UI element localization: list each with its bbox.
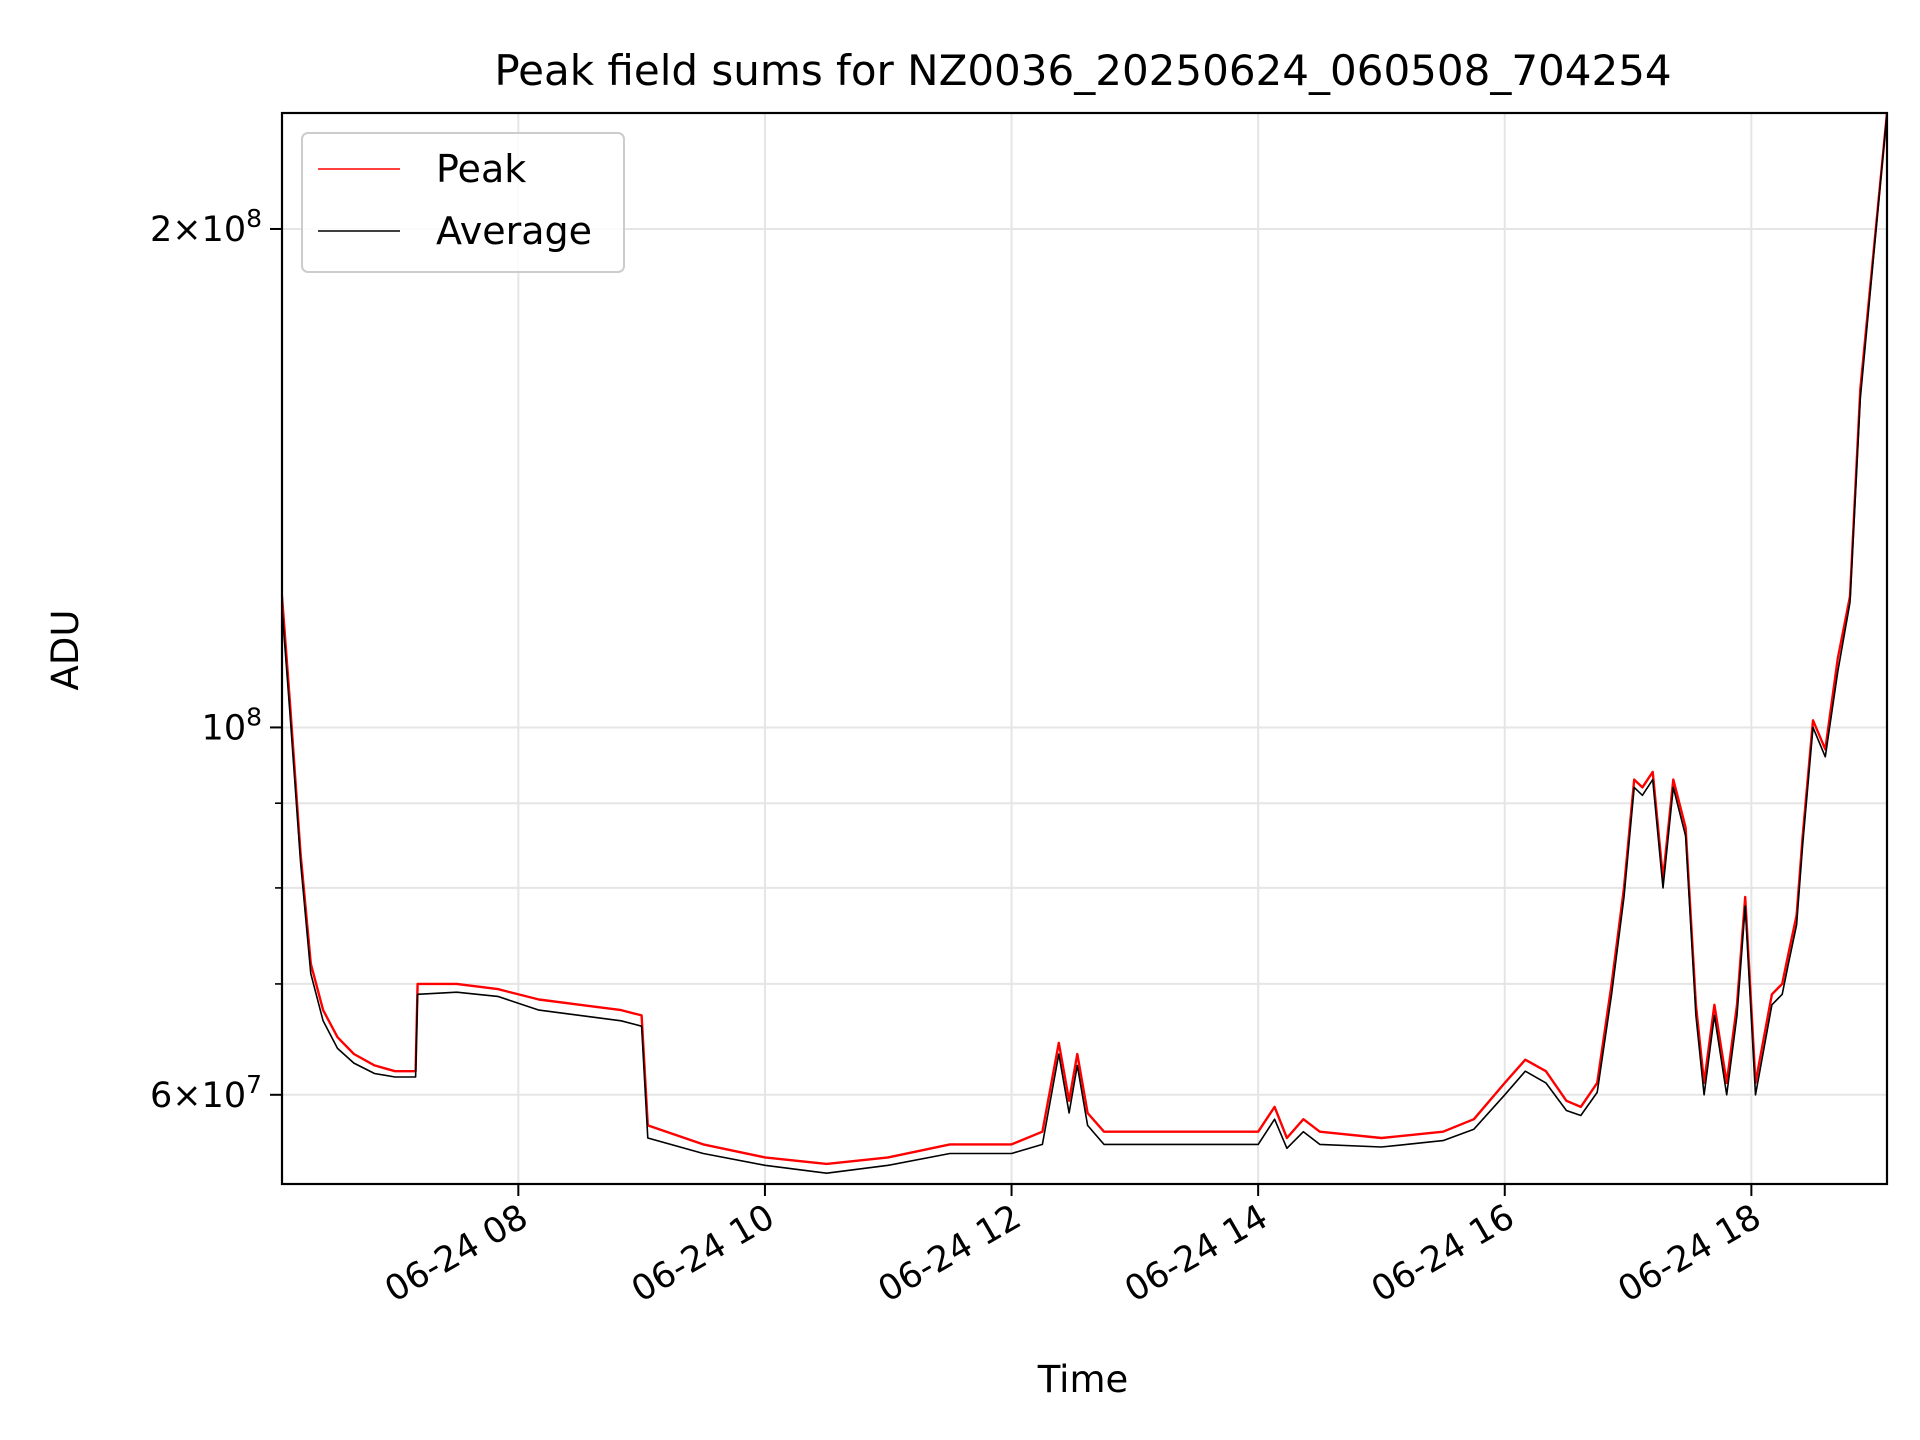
series-line-average (282, 113, 1887, 1174)
y-axis-ticks: 2×108 108 6×107 (150, 204, 282, 1116)
y-axis-label: ADU (44, 610, 87, 691)
y-tick-label: 108 (202, 702, 262, 748)
chart-title: Peak field sums for NZ0036_20250624_0605… (494, 46, 1671, 95)
legend-box (301, 132, 625, 273)
y-tick-label: 6×107 (150, 1070, 262, 1116)
y-tick-label: 2×108 (150, 204, 262, 250)
x-axis-label: Time (1037, 1358, 1129, 1401)
series-group (282, 113, 1887, 1174)
legend-label-average: Average (436, 209, 592, 253)
gridlines (282, 113, 1887, 1184)
legend: Peak Average (301, 132, 625, 273)
legend-label-peak: Peak (436, 147, 526, 191)
plot-frame (280, 111, 1889, 1186)
